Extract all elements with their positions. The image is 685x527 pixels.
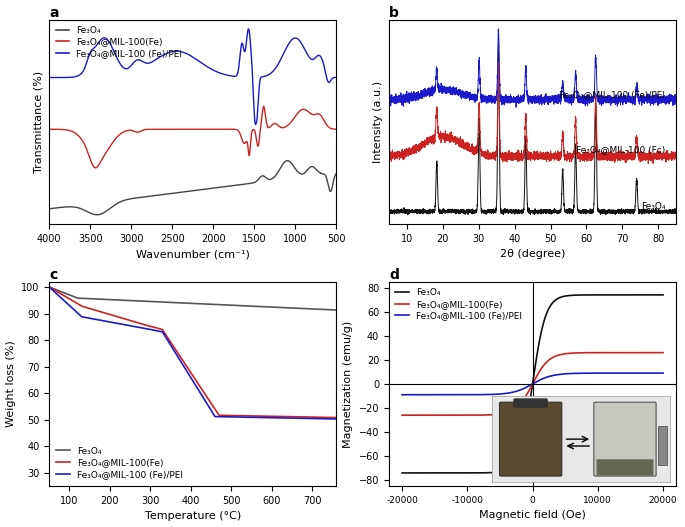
Text: d: d [389,268,399,281]
X-axis label: Temperature (°C): Temperature (°C) [145,511,241,521]
Legend: Fe₃O₄, Fe₃O₄@MIL-100(Fe), Fe₃O₄@MIL-100 (Fe)/PEI: Fe₃O₄, Fe₃O₄@MIL-100(Fe), Fe₃O₄@MIL-100 … [53,24,184,60]
Text: c: c [49,268,58,281]
Text: Fe₃O₄@MIL-100 (Fe)/PEI: Fe₃O₄@MIL-100 (Fe)/PEI [560,90,665,99]
Text: Fe₃O₄: Fe₃O₄ [641,202,665,211]
Y-axis label: Intensity (a.u.): Intensity (a.u.) [373,81,384,163]
Legend: Fe₃O₄, Fe₃O₄@MIL-100(Fe), Fe₃O₄@MIL-100 (Fe)/PEI: Fe₃O₄, Fe₃O₄@MIL-100(Fe), Fe₃O₄@MIL-100 … [393,286,524,322]
Text: b: b [389,6,399,19]
Y-axis label: Transmittance (%): Transmittance (%) [34,71,44,173]
Y-axis label: Weight loss (%): Weight loss (%) [5,340,16,427]
X-axis label: Wavenumber (cm⁻¹): Wavenumber (cm⁻¹) [136,249,250,259]
Y-axis label: Magnetization (emu/g): Magnetization (emu/g) [343,320,353,447]
Legend: Fe₃O₄, Fe₃O₄@MIL-100(Fe), Fe₃O₄@MIL-100 (Fe)/PEI: Fe₃O₄, Fe₃O₄@MIL-100(Fe), Fe₃O₄@MIL-100 … [53,444,186,482]
Text: Fe₃O₄@MIL-100 (Fc): Fe₃O₄@MIL-100 (Fc) [576,145,665,154]
X-axis label: 2θ (degree): 2θ (degree) [500,249,565,259]
X-axis label: Magnetic field (Oe): Magnetic field (Oe) [479,511,586,521]
Text: a: a [49,6,59,19]
